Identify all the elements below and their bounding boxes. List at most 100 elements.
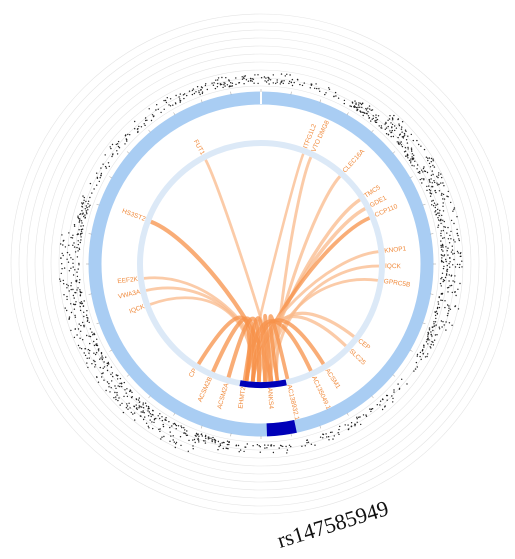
assoc-point (71, 237, 74, 239)
assoc-point (82, 339, 84, 341)
assoc-point (441, 243, 444, 246)
assoc-point (100, 167, 102, 169)
assoc-point (211, 82, 213, 84)
assoc-point (433, 339, 436, 341)
assoc-point (134, 419, 136, 421)
assoc-point (368, 117, 370, 119)
assoc-point (152, 115, 155, 118)
assoc-point (426, 355, 428, 358)
assoc-point (115, 396, 117, 398)
assoc-point (429, 166, 432, 168)
assoc-point (438, 296, 440, 298)
assoc-point (74, 314, 76, 317)
assoc-point (440, 240, 442, 242)
assoc-point (93, 344, 96, 347)
assoc-point (156, 104, 158, 106)
assoc-point (384, 405, 386, 407)
assoc-point (214, 440, 217, 442)
assoc-point (444, 226, 446, 228)
assoc-point (183, 427, 185, 429)
assoc-point (423, 346, 425, 348)
assoc-point (99, 177, 101, 179)
assoc-point (322, 437, 324, 439)
assoc-point (296, 78, 299, 81)
assoc-point (94, 364, 97, 366)
assoc-point (97, 381, 100, 383)
assoc-point (385, 121, 387, 124)
assoc-point (147, 415, 150, 417)
ring-tick (96, 203, 100, 206)
assoc-point (217, 77, 220, 79)
assoc-point (82, 305, 85, 307)
assoc-point (175, 424, 178, 427)
assoc-point (116, 153, 119, 155)
interaction-link (269, 278, 379, 382)
assoc-point (63, 294, 65, 296)
assoc-point (311, 83, 313, 86)
interaction-link (211, 316, 257, 382)
assoc-point (448, 242, 451, 244)
assoc-point (419, 172, 421, 174)
assoc-point (406, 155, 408, 157)
assoc-point (442, 321, 444, 323)
assoc-point (94, 360, 96, 363)
assoc-point (447, 226, 449, 229)
assoc-point (442, 280, 444, 283)
assoc-point (77, 216, 79, 219)
assoc-point (224, 85, 226, 87)
assoc-point (404, 147, 407, 149)
gene-label: VWA3A (118, 289, 142, 301)
assoc-point (125, 138, 128, 140)
assoc-point (430, 343, 432, 346)
assoc-point (437, 212, 439, 214)
assoc-point (424, 170, 427, 173)
assoc-point (115, 387, 117, 390)
assoc-point (334, 91, 337, 94)
assoc-point (84, 216, 87, 219)
assoc-point (182, 94, 185, 96)
gene-label: ACSM2B (197, 376, 214, 403)
assoc-point (426, 185, 428, 188)
assoc-point (358, 104, 360, 106)
assoc-point (428, 178, 430, 181)
assoc-point (179, 93, 181, 95)
assoc-point (442, 250, 444, 252)
assoc-point (268, 83, 270, 85)
assoc-point (252, 78, 255, 81)
assoc-point (437, 176, 439, 179)
assoc-point (224, 82, 226, 85)
assoc-point (76, 256, 79, 258)
assoc-point (445, 321, 447, 323)
assoc-point (452, 264, 454, 266)
assoc-point (446, 270, 448, 273)
interaction-link (268, 314, 290, 382)
assoc-point (225, 77, 227, 79)
assoc-point (443, 324, 445, 326)
assoc-point (443, 279, 446, 282)
assoc-point (370, 120, 372, 122)
ring-tick (109, 176, 113, 179)
assoc-point (395, 127, 398, 129)
assoc-point (412, 158, 414, 160)
ring-tick (409, 349, 413, 352)
assoc-point (116, 375, 119, 377)
assoc-point (449, 285, 451, 287)
assoc-point (73, 225, 76, 227)
assoc-point (436, 312, 438, 315)
assoc-point (68, 244, 70, 246)
assoc-point (267, 76, 269, 79)
assoc-point (256, 444, 259, 446)
assoc-point (143, 412, 145, 414)
assoc-point (75, 301, 77, 303)
assoc-point (173, 422, 176, 425)
assoc-point (76, 289, 78, 291)
assoc-point (60, 257, 62, 259)
assoc-point (112, 153, 114, 155)
assoc-point (201, 87, 203, 89)
assoc-point (111, 372, 114, 374)
assoc-point (217, 79, 219, 81)
assoc-point (170, 435, 172, 437)
assoc-point (134, 120, 136, 123)
assoc-point (449, 266, 451, 268)
assoc-point (117, 140, 120, 143)
